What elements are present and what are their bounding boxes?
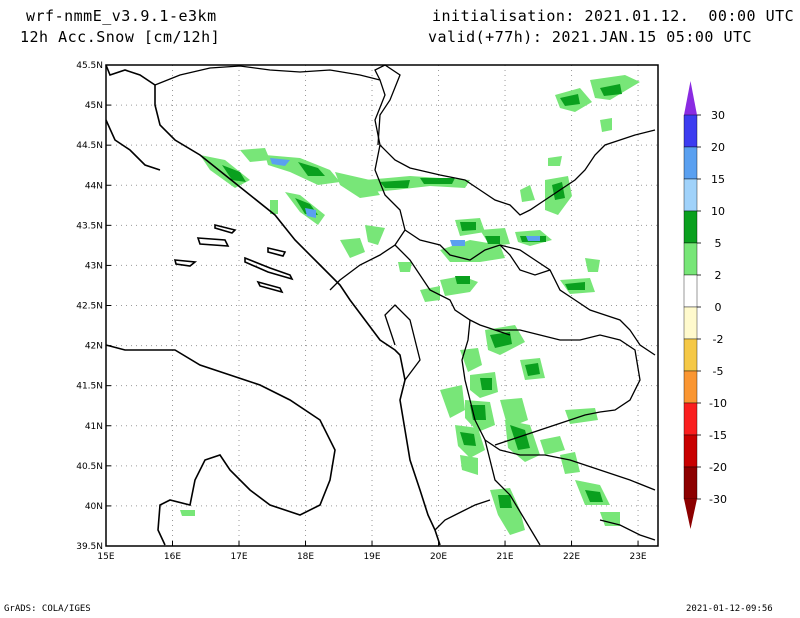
y-tick-label: 44.5N [76, 141, 103, 151]
y-tick-label: 45.5N [76, 61, 103, 71]
y-tick-label: 40N [85, 502, 103, 512]
colorbar-box [683, 210, 698, 244]
grid-lines [105, 64, 658, 547]
init-time: initialisation: 2021.01.12. 00:00 UTC [432, 7, 795, 25]
valid-time: valid(+77h): 2021.JAN.15 05:00 UTC [428, 28, 753, 46]
colorbar-label: -10 [709, 397, 727, 410]
colorbar-label: 10 [711, 205, 725, 218]
colorbar-box [683, 434, 698, 468]
colorbar-label: 15 [711, 173, 725, 186]
colorbar-label: -15 [709, 429, 727, 442]
y-tick-label: 43N [85, 261, 103, 271]
colorbar-box [683, 338, 698, 372]
y-tick-label: 43.5N [76, 221, 103, 231]
snow-field [180, 75, 640, 535]
colorbar-label: 2 [715, 269, 722, 282]
x-axis-ticks: 15E 16E 17E 18E 19E 20E 21E 22E 23E [97, 541, 647, 562]
colorbar-label: -5 [713, 365, 724, 378]
colorbar-label: 20 [711, 141, 725, 154]
colorbar-box [683, 274, 698, 308]
x-tick-label: 23E [629, 552, 646, 562]
colorbar-box [683, 114, 698, 148]
x-tick-label: 16E [164, 552, 181, 562]
y-tick-label: 40.5N [76, 462, 103, 472]
colorbar-label: 0 [715, 301, 722, 314]
colorbar-label: -20 [709, 461, 727, 474]
colorbar-box [683, 466, 698, 500]
footer-timestamp: 2021-01-12-09:56 [686, 604, 773, 614]
colorbar-label: -2 [713, 333, 724, 346]
model-title: wrf-nmmE_v3.9.1-e3km [26, 7, 217, 25]
y-tick-label: 41N [85, 422, 103, 432]
x-tick-label: 19E [363, 552, 380, 562]
colorbar-label: -30 [709, 493, 727, 506]
colorbar-box [683, 146, 698, 180]
y-tick-label: 42N [85, 342, 103, 352]
y-axis-ticks: 39.5N 40N 40.5N 41N 41.5N 42N 42.5N 43N 43.5N 44N… [76, 61, 111, 552]
x-tick-label: 17E [230, 552, 247, 562]
colorbar-label: 30 [711, 109, 725, 122]
field-title: 12h Acc.Snow [cm/12h] [20, 28, 221, 46]
y-tick-label: 41.5N [76, 382, 103, 392]
x-tick-label: 15E [97, 552, 114, 562]
x-tick-label: 22E [563, 552, 580, 562]
x-tick-label: 21E [496, 552, 513, 562]
colorbar-label: 5 [715, 237, 722, 250]
colorbar-box [683, 402, 698, 436]
colorbar-box [683, 178, 698, 212]
colorbar-box [683, 370, 698, 404]
country-borders [154, 64, 656, 546]
footer-credit: GrADS: COLA/IGES [4, 604, 91, 614]
colorbar-bottom-arrow [684, 499, 697, 529]
colorbar-top-arrow [684, 81, 697, 115]
y-tick-label: 42.5N [76, 302, 103, 312]
y-tick-label: 39.5N [76, 542, 103, 552]
y-tick-label: 45N [85, 101, 103, 111]
colorbar-box [683, 242, 698, 276]
colorbar-box [683, 306, 698, 340]
coastlines [105, 64, 441, 546]
x-tick-label: 18E [297, 552, 314, 562]
y-tick-label: 44N [85, 181, 103, 191]
x-tick-label: 20E [430, 552, 447, 562]
